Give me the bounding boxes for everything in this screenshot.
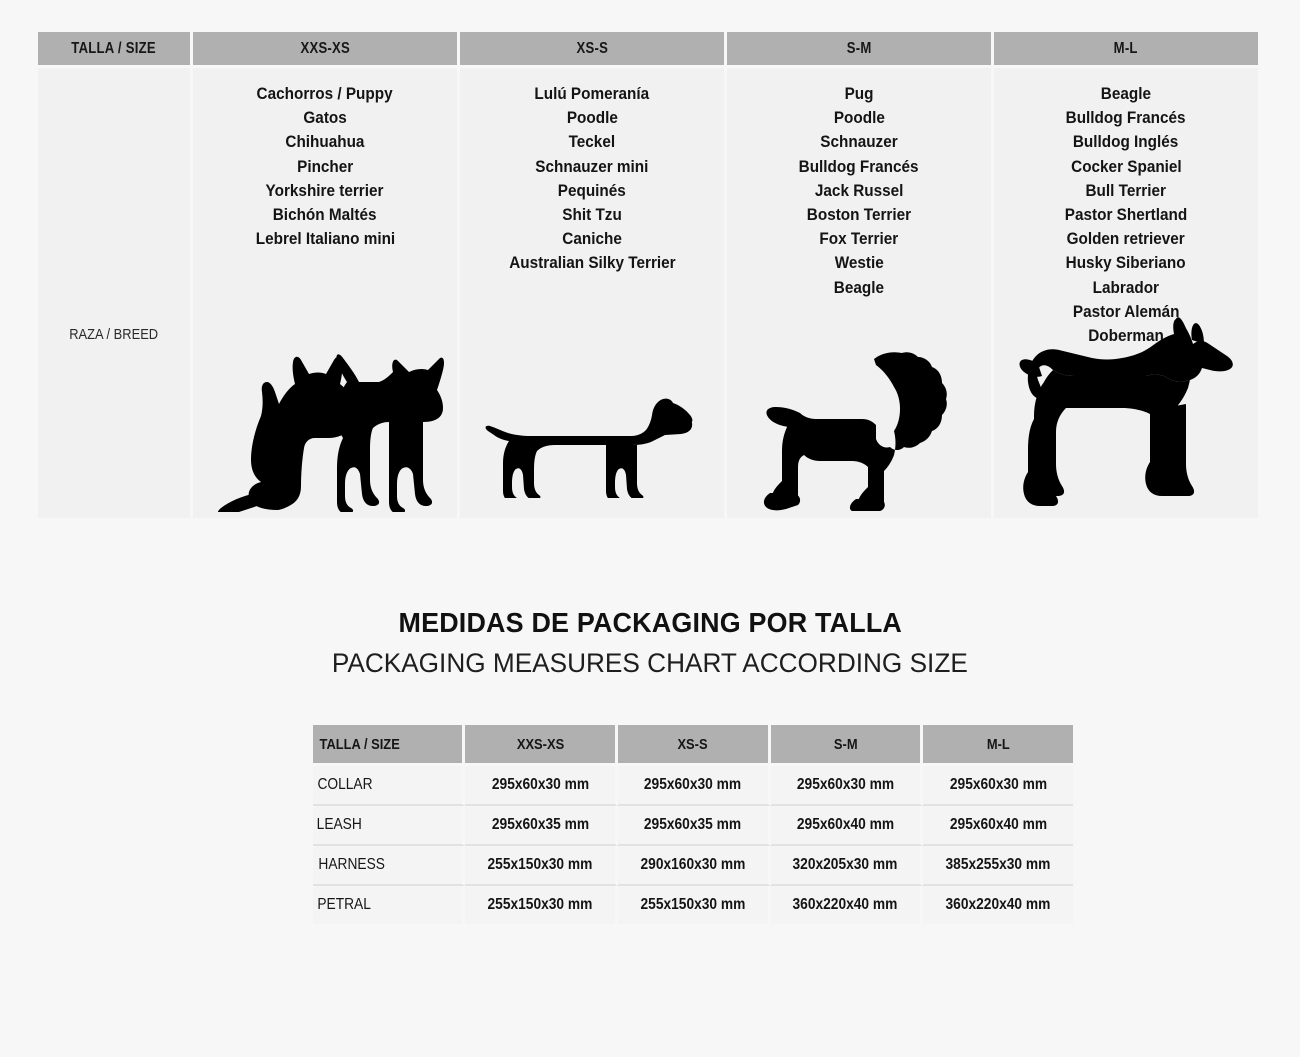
packaging-cell: 295x60x30 mm [465, 763, 618, 806]
packaging-measures-table: TALLA / SIZE XXS-XS XS-S S-M M-L COLLAR … [313, 725, 1073, 924]
breed-item: Beagle [1100, 84, 1152, 103]
dachshund-silhouette-icon [460, 322, 724, 512]
breed-item: Bulldog Francés [1066, 108, 1186, 128]
breed-item: Schnauzer mini [535, 156, 649, 176]
packaging-title-sub: PACKAGING MEASURES CHART ACCORDING SIZE [332, 648, 968, 678]
packaging-cell: 320x205x30 mm [770, 846, 924, 886]
breed-list-m-l: Beagle Bulldog Francés Bulldog Inglés Co… [994, 68, 1258, 348]
packaging-cell: 295x60x30 mm [617, 763, 771, 806]
table-row: COLLAR 295x60x30 mm 295x60x30 mm 295x60x… [313, 763, 1073, 806]
breed-item: Caniche [562, 229, 622, 249]
schnauzer-silhouette-icon [727, 322, 991, 512]
breed-item: Poodle [833, 108, 885, 128]
packaging-cell: 255x150x30 mm [617, 886, 771, 924]
breed-item: Lulú Pomeranía [534, 84, 650, 103]
breed-item: Poodle [566, 108, 618, 128]
breed-list-xs-s: Lulú Pomeranía Poodle Teckel Schnauzer m… [460, 68, 724, 276]
breed-item: Lebrel Italiano mini [255, 229, 395, 249]
breed-item: Bulldog Francés [799, 156, 919, 176]
breed-table-body-row: RAZA / BREED Cachorros / Puppy Gatos Chi… [38, 68, 1263, 518]
breed-item: Labrador [1092, 277, 1160, 297]
breed-item: Doberman [1088, 326, 1164, 346]
breed-cell-xs-s: Lulú Pomeranía Poodle Teckel Schnauzer m… [460, 68, 724, 518]
breed-row-label: RAZA / BREED [69, 326, 159, 343]
breed-item: Golden retriever [1066, 229, 1186, 249]
breed-item: Cocker Spaniel [1070, 156, 1182, 176]
breed-item: Husky Siberiano [1066, 253, 1186, 273]
packaging-row-label-petral: PETRAL [313, 886, 466, 924]
breed-header-m-l-label: M-L [1113, 39, 1139, 57]
doberman-silhouette-icon [994, 307, 1258, 512]
packaging-cell: 295x60x35 mm [617, 806, 771, 846]
breed-item: Australian Silky Terrier [508, 253, 676, 273]
packaging-header-xxs-xs: XXS-XS [465, 725, 618, 763]
breed-list-s-m: Pug Poodle Schnauzer Bulldog Francés Jac… [727, 68, 991, 300]
packaging-row-label-collar: COLLAR [313, 763, 466, 806]
breed-header-xs-s-label: XS-S [576, 39, 608, 57]
breed-item: Bichón Maltés [273, 205, 377, 225]
breed-header-size-label: TALLA / SIZE [71, 39, 157, 57]
packaging-cell: 295x60x30 mm [770, 763, 924, 806]
breed-item: Westie [834, 253, 884, 273]
packaging-header-s-m: S-M [770, 725, 924, 763]
breed-cell-m-l: Beagle Bulldog Francés Bulldog Inglés Co… [994, 68, 1258, 518]
table-row: LEASH 295x60x35 mm 295x60x35 mm 295x60x4… [313, 806, 1073, 846]
breed-item: Cachorros / Puppy [256, 84, 394, 103]
packaging-cell: 290x160x30 mm [617, 846, 771, 886]
breed-header-xs-s: XS-S [460, 32, 724, 65]
packaging-cell: 360x220x40 mm [923, 886, 1073, 924]
packaging-cell: 255x150x30 mm [465, 846, 618, 886]
breed-item: Yorkshire terrier [266, 180, 384, 200]
packaging-cell: 295x60x30 mm [923, 763, 1073, 806]
breed-item: Bulldog Inglés [1073, 132, 1179, 152]
breed-item: Shit Tzu [562, 205, 622, 225]
packaging-cell: 360x220x40 mm [770, 886, 924, 924]
packaging-header-xs-s: XS-S [617, 725, 771, 763]
breed-item: Pequinés [557, 180, 627, 200]
breed-header-s-m-label: S-M [846, 39, 872, 57]
packaging-cell: 295x60x35 mm [465, 806, 618, 846]
breed-item: Pastor Alemán [1072, 301, 1180, 321]
packaging-row-label-leash: LEASH [313, 806, 466, 846]
cat-and-chihuahua-silhouette-icon [193, 322, 457, 512]
breed-item: Gatos [303, 108, 347, 128]
packaging-cell: 255x150x30 mm [465, 886, 618, 924]
packaging-cell: 295x60x40 mm [770, 806, 924, 846]
table-row: HARNESS 255x150x30 mm 290x160x30 mm 320x… [313, 846, 1073, 886]
packaging-header-m-l: M-L [923, 725, 1073, 763]
breed-item: Pug [844, 84, 874, 103]
breed-item: Boston Terrier [806, 205, 912, 225]
breed-item: Teckel [568, 132, 616, 152]
breed-item: Pincher [296, 156, 354, 176]
breed-item: Chihuahua [285, 132, 365, 152]
packaging-title-main: MEDIDAS DE PACKAGING POR TALLA [398, 607, 902, 638]
breed-item: Beagle [833, 277, 885, 297]
breed-item: Pastor Shertland [1064, 205, 1188, 225]
breed-cell-xxs-xs: Cachorros / Puppy Gatos Chihuahua Pinche… [193, 68, 457, 518]
breed-item: Fox Terrier [819, 229, 899, 249]
breed-cell-s-m: Pug Poodle Schnauzer Bulldog Francés Jac… [727, 68, 991, 518]
breed-header-s-m: S-M [727, 32, 991, 65]
packaging-title-block: MEDIDAS DE PACKAGING POR TALLA PACKAGING… [0, 605, 1300, 683]
packaging-cell: 295x60x40 mm [923, 806, 1073, 846]
table-row: PETRAL 255x150x30 mm 255x150x30 mm 360x2… [313, 886, 1073, 924]
breed-item: Schnauzer [820, 132, 898, 152]
breed-item: Jack Russel [814, 180, 904, 200]
packaging-header-row: TALLA / SIZE XXS-XS XS-S S-M M-L [313, 725, 1073, 763]
breed-header-xxs-xs: XXS-XS [193, 32, 457, 65]
packaging-header-size: TALLA / SIZE [313, 725, 466, 763]
breed-header-xxs-xs-label: XXS-XS [300, 39, 350, 57]
breed-list-xxs-xs: Cachorros / Puppy Gatos Chihuahua Pinche… [193, 68, 457, 251]
packaging-row-label-harness: HARNESS [313, 846, 466, 886]
breed-size-table: TALLA / SIZE XXS-XS XS-S S-M M-L RAZA / … [38, 32, 1263, 518]
breed-table-header-row: TALLA / SIZE XXS-XS XS-S S-M M-L [38, 32, 1263, 65]
breed-header-size: TALLA / SIZE [38, 32, 190, 65]
packaging-cell: 385x255x30 mm [923, 846, 1073, 886]
breed-row-label-cell: RAZA / BREED [38, 68, 190, 518]
breed-header-m-l: M-L [994, 32, 1258, 65]
breed-item: Bull Terrier [1085, 180, 1167, 200]
